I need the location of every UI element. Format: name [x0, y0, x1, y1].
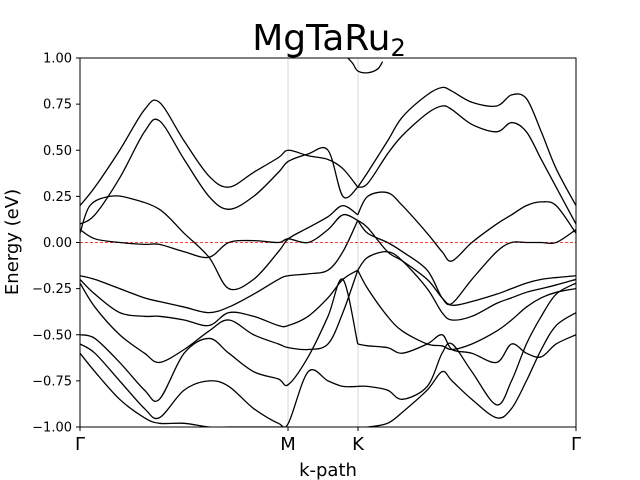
x-axis-label: k-path: [299, 460, 357, 480]
band-line: [80, 213, 359, 259]
x-tick-label: K: [352, 434, 365, 455]
y-tick-label: −0.50: [32, 328, 72, 343]
band-line: [357, 191, 576, 262]
x-tick-label: M: [280, 434, 296, 455]
band-line: [357, 282, 576, 406]
band-line: [357, 269, 576, 351]
band-line: [347, 58, 384, 74]
y-tick-label: 0.00: [43, 236, 72, 251]
y-tick-label: 1.00: [43, 52, 72, 67]
band-line: [80, 118, 359, 225]
chart-title: MgTaRu2: [252, 18, 406, 62]
band-line: [80, 278, 359, 402]
band-line: [357, 219, 576, 306]
y-tick-label: −0.75: [32, 374, 72, 389]
band-line: [357, 219, 576, 306]
x-tick-label: Γ: [571, 434, 581, 455]
y-tick-label: −1.00: [32, 421, 72, 436]
band-line: [357, 86, 576, 206]
band-line: [80, 220, 359, 314]
band-line: [80, 269, 359, 328]
band-line: [357, 334, 576, 364]
band-line: [357, 312, 576, 427]
y-axis-label: Energy (eV): [2, 189, 23, 295]
y-tick-label: 0.25: [43, 190, 72, 205]
chart-title-main: MgTaRu: [252, 18, 390, 59]
y-tick-label: 0.75: [43, 98, 72, 113]
band-line: [80, 352, 289, 427]
band-line: [80, 343, 358, 427]
band-line: [80, 99, 359, 207]
x-tick-label: Γ: [75, 434, 85, 455]
y-tick-label: 0.50: [43, 144, 72, 159]
chart-title-subscript: 2: [390, 34, 405, 62]
kpoint-lines: [287, 58, 359, 427]
band-lines: [80, 58, 576, 427]
band-line: [80, 269, 359, 364]
band-line: [357, 251, 576, 321]
band-line: [357, 105, 576, 225]
y-ticks: −1.00 −0.75 −0.50 −0.25 0.00 0.25 0.50 0.75 1.00: [32, 52, 80, 436]
band-line: [80, 195, 359, 291]
y-tick-label: −0.25: [32, 282, 72, 297]
